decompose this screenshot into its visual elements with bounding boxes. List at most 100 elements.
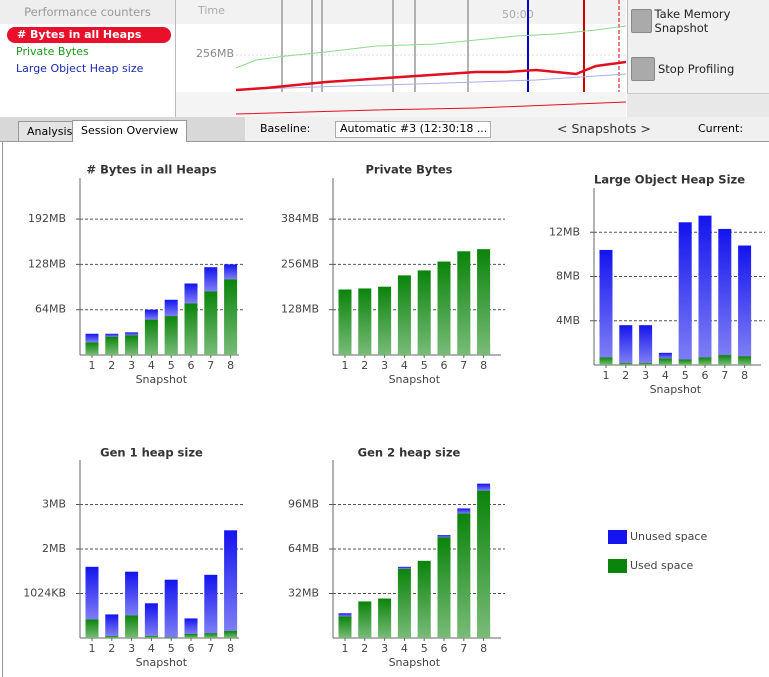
y-tick-label: 64MB xyxy=(35,303,66,316)
x-tick-label: 6 xyxy=(441,359,448,372)
baseline-select[interactable]: Automatic #3 (12:30:18 ... xyxy=(335,121,491,138)
x-tick-label: 8 xyxy=(741,369,748,382)
x-tick-label: 1 xyxy=(342,642,349,655)
bar-shade xyxy=(85,619,99,638)
x-tick-label: 2 xyxy=(108,642,115,655)
bar-shade xyxy=(417,270,431,355)
chart-title: # Bytes in all Heaps xyxy=(86,163,216,177)
baseline-bar: Baseline: Automatic #3 (12:30:18 ... < S… xyxy=(245,117,769,141)
x-tick-label: 7 xyxy=(207,642,214,655)
x-tick-label: 6 xyxy=(188,359,195,372)
counter-item[interactable]: Private Bytes xyxy=(16,45,89,58)
stop-button[interactable]: Stop Profiling xyxy=(631,54,767,84)
bar-shade xyxy=(338,289,352,355)
bar-shade xyxy=(658,352,672,359)
counter-item[interactable]: # Bytes in all Heaps xyxy=(7,27,171,43)
y-tick-label: 32MB xyxy=(288,587,319,600)
bar-shade xyxy=(184,633,198,638)
y-tick-label: 12MB xyxy=(549,225,580,238)
x-tick-label: 2 xyxy=(622,369,629,382)
bar-shade xyxy=(477,249,491,355)
bar-shade xyxy=(204,633,218,638)
zoom-bar xyxy=(627,93,769,118)
x-tick-label: 6 xyxy=(441,642,448,655)
bar-shade xyxy=(378,286,392,355)
counter-item[interactable]: Large Object Heap size xyxy=(16,62,144,75)
chart-title: Gen 1 heap size xyxy=(100,446,203,460)
bar-shade xyxy=(619,325,633,363)
x-tick-label: 3 xyxy=(128,359,135,372)
bar-shade xyxy=(358,288,372,355)
x-tick-label: 4 xyxy=(148,642,155,655)
bar-shade xyxy=(477,483,491,491)
chart-title: Private Bytes xyxy=(365,163,452,177)
bar-shade xyxy=(184,618,198,634)
bar-shade xyxy=(718,228,732,356)
bar-shade xyxy=(658,358,672,365)
y-tick-label: 128MB xyxy=(28,257,66,270)
bar-shade xyxy=(338,616,352,638)
bar-shade xyxy=(457,251,471,355)
x-tick-label: 2 xyxy=(108,359,115,372)
bar-shade xyxy=(477,490,491,638)
y-tick-label: 8MB xyxy=(556,270,580,283)
x-axis-label: Snapshot xyxy=(650,383,702,396)
button-label: Stop Profiling xyxy=(658,62,735,76)
bar-shade xyxy=(184,303,198,355)
bar-shade xyxy=(678,359,692,365)
x-axis-label: Snapshot xyxy=(136,656,188,669)
bar-shade xyxy=(599,249,613,358)
bar-shade xyxy=(105,614,119,636)
toolbar: Analysis Session Overview Baseline: Auto… xyxy=(0,117,769,142)
bar-shade xyxy=(397,566,411,569)
bar-shade xyxy=(338,613,352,617)
x-tick-label: 8 xyxy=(480,642,487,655)
bar-shade xyxy=(619,362,633,365)
snapshot-button[interactable]: Take Memory Snapshot xyxy=(631,6,767,36)
y-tick-label: 1024KB xyxy=(23,587,66,600)
bar-shade xyxy=(457,513,471,638)
timeline-graph: Time 50:00 256MB xyxy=(176,0,627,117)
bar-shade xyxy=(164,316,178,355)
snapshots-nav[interactable]: < Snapshots > xyxy=(557,121,651,136)
bar-shade xyxy=(144,603,158,636)
bar-shade xyxy=(164,299,178,317)
legend-swatch xyxy=(608,530,627,544)
chart-title: Large Object Heap Size xyxy=(594,173,745,187)
bar-shade xyxy=(397,275,411,355)
x-tick-label: 1 xyxy=(89,359,96,372)
current-label: Current: xyxy=(698,122,744,135)
counters-header: Performance counters xyxy=(0,0,175,24)
bar-shade xyxy=(718,355,732,365)
x-tick-label: 7 xyxy=(460,642,467,655)
x-tick-label: 1 xyxy=(342,359,349,372)
bar-shade xyxy=(204,267,218,292)
x-tick-label: 7 xyxy=(721,369,728,382)
x-axis-label: Snapshot xyxy=(136,373,188,386)
x-tick-label: 5 xyxy=(421,359,428,372)
bar-shade xyxy=(85,566,99,620)
x-tick-label: 6 xyxy=(702,369,709,382)
tab[interactable]: Session Overview xyxy=(72,120,188,142)
bar-shade xyxy=(125,335,139,355)
y-tick-label: 384MB xyxy=(281,212,319,225)
bar-shade xyxy=(639,362,653,365)
bar-shade xyxy=(397,568,411,638)
x-tick-label: 6 xyxy=(188,642,195,655)
y-tick-label: 96MB xyxy=(288,498,319,511)
bar-shade xyxy=(224,264,238,280)
bar-shade xyxy=(85,342,99,355)
x-tick-label: 8 xyxy=(227,359,234,372)
tab[interactable]: Analysis xyxy=(18,121,82,141)
x-tick-label: 5 xyxy=(421,642,428,655)
x-tick-label: 4 xyxy=(401,359,408,372)
x-axis-label: Snapshot xyxy=(389,373,441,386)
icon xyxy=(631,9,652,33)
x-tick-label: 5 xyxy=(168,642,175,655)
bar-shade xyxy=(224,279,238,355)
bar-shade xyxy=(105,336,119,355)
bar-shade xyxy=(457,508,471,514)
legend-label: Used space xyxy=(630,559,694,572)
